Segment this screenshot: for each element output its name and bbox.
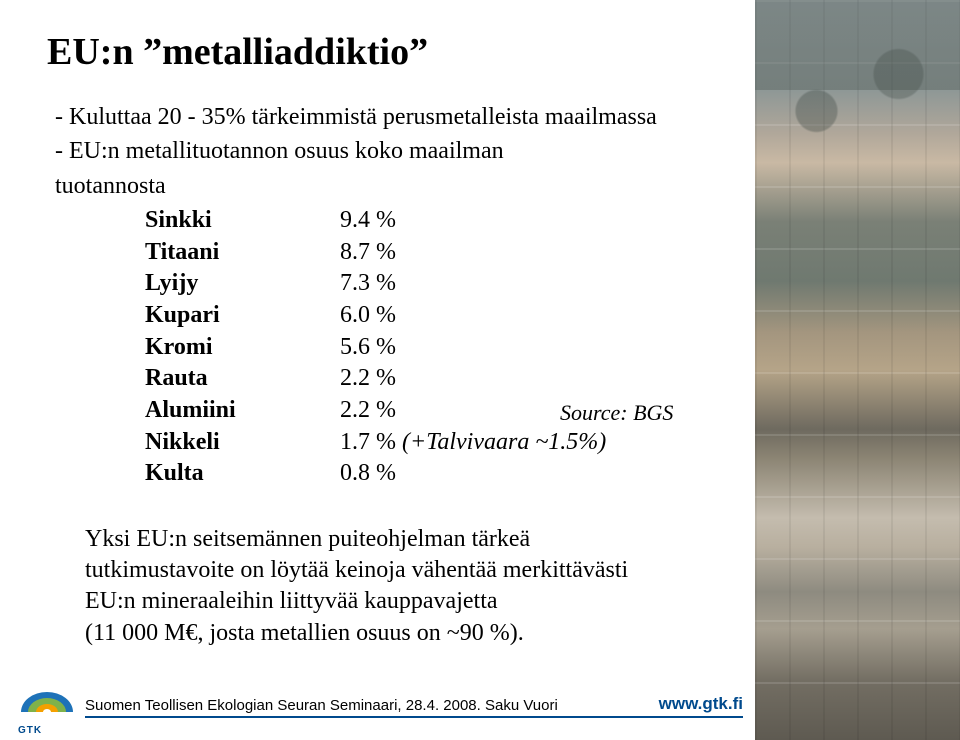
metal-name: Titaani [145, 237, 340, 269]
paragraph-2: Yksi EU:n seitsemännen puiteohjelman tär… [85, 524, 725, 649]
metal-name: Kulta [145, 458, 340, 490]
metals-list: Sinkki 9.4 % Titaani 8.7 % Lyijy 7.3 % K… [145, 205, 735, 490]
footer-text: Suomen Teollisen Ekologian Seuran Semina… [85, 697, 558, 714]
metal-value: 9.4 % [340, 205, 396, 237]
bullet-line-2-cont: tuotannosta [55, 171, 735, 203]
metal-value: 2.2 % [340, 363, 396, 395]
metal-row: Kulta 0.8 % [145, 458, 735, 490]
metal-value: 5.6 % [340, 332, 396, 364]
metal-value: 8.7 % [340, 237, 396, 269]
slide-title: EU:n ”metalliaddiktio” [47, 30, 735, 74]
para2-line: (11 000 M€, josta metallien osuus on ~90… [85, 618, 725, 649]
gtk-logo-text: GTK [18, 725, 42, 736]
body-text: - Kuluttaa 20 - 35% tärkeimmistä perusme… [55, 102, 735, 490]
metal-name: Nikkeli [145, 427, 340, 459]
metal-name: Sinkki [145, 205, 340, 237]
bullet-line-2: - EU:n metallituotannon osuus koko maail… [55, 136, 735, 168]
metal-name: Rauta [145, 363, 340, 395]
source-label: Source: BGS [560, 400, 673, 426]
metal-name: Alumiini [145, 395, 340, 427]
metal-row: Kupari 6.0 % [145, 300, 735, 332]
footer-url: www.gtk.fi [659, 694, 743, 714]
content-area: EU:n ”metalliaddiktio” - Kuluttaa 20 - 3… [0, 0, 755, 740]
metal-row: Sinkki 9.4 % [145, 205, 735, 237]
metal-note: (+Talvivaara ~1.5%) [402, 427, 606, 459]
metal-row: Lyijy 7.3 % [145, 268, 735, 300]
metal-name: Lyijy [145, 268, 340, 300]
footer-rule [85, 716, 743, 718]
decorative-photo-strip [755, 0, 960, 740]
metal-value: 7.3 % [340, 268, 396, 300]
bullet-line-1: - Kuluttaa 20 - 35% tärkeimmistä perusme… [55, 102, 735, 134]
metal-value: 2.2 % [340, 395, 396, 427]
metal-name: Kromi [145, 332, 340, 364]
metal-value: 0.8 % [340, 458, 396, 490]
metal-row: Nikkeli 1.7 % (+Talvivaara ~1.5%) [145, 427, 735, 459]
para2-line: EU:n mineraaleihin liittyvää kauppavajet… [85, 586, 725, 617]
gtk-logo-icon [18, 682, 76, 730]
para2-line: tutkimustavoite on löytää keinoja vähent… [85, 555, 725, 586]
metal-value: 1.7 % [340, 427, 396, 459]
metal-row: Rauta 2.2 % [145, 363, 735, 395]
metal-value: 6.0 % [340, 300, 396, 332]
metal-row: Kromi 5.6 % [145, 332, 735, 364]
metal-row: Titaani 8.7 % [145, 237, 735, 269]
slide: EU:n ”metalliaddiktio” - Kuluttaa 20 - 3… [0, 0, 960, 740]
para2-line: Yksi EU:n seitsemännen puiteohjelman tär… [85, 524, 725, 555]
metal-name: Kupari [145, 300, 340, 332]
footer: Suomen Teollisen Ekologian Seuran Semina… [0, 670, 755, 740]
